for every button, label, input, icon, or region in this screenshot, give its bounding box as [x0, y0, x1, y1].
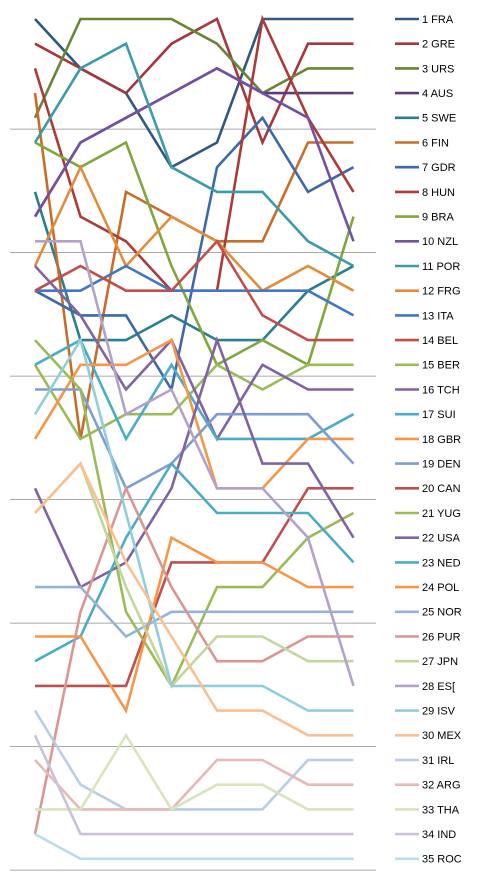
- series-line-20-can: [35, 486, 354, 688]
- series-line-32-arg: [34, 758, 354, 811]
- series-line-17-sui: [34, 338, 355, 442]
- series-line-34-ind: [33, 734, 354, 836]
- series-line-27-jpn: [34, 461, 354, 689]
- legend-label-28-es: 28 ES[: [422, 681, 455, 693]
- legend-label-5-swe: 5 SWE: [422, 113, 456, 125]
- legend-label-32-arg: 32 ARG: [422, 780, 461, 792]
- legend-label-15-ber: 15 BER: [422, 360, 460, 372]
- series-line-21-yug: [34, 339, 355, 689]
- legend-label-10-nzl: 10 NZL: [422, 236, 458, 248]
- series-line-29-isv: [33, 336, 354, 712]
- series-line-25-nor: [35, 585, 354, 639]
- legend-label-11-por: 11 POR: [422, 261, 460, 273]
- legend-label-24-pol: 24 POL: [422, 582, 459, 594]
- series-line-26-pur: [33, 484, 354, 835]
- legend-label-3-urs: 3 URS: [422, 63, 454, 75]
- legend-label-25-nor: 25 NOR: [422, 607, 462, 619]
- series-line-10-nzl: [33, 66, 355, 242]
- legend-label-29-isv: 29 ISV: [422, 706, 456, 718]
- legend-label-2-gre: 2 GRE: [422, 39, 455, 51]
- series-line-30-mex: [34, 461, 354, 737]
- series-line-13-ita: [35, 264, 355, 317]
- series-line-22-usa: [33, 336, 355, 589]
- series-line-12-frg: [33, 164, 355, 293]
- series-lines: [33, 14, 355, 861]
- legend-label-23-ned: 23 NED: [422, 557, 461, 569]
- series-line-11-por: [33, 41, 355, 268]
- legend-label-13-ita: 13 ITA: [422, 310, 454, 322]
- legend-label-19-den: 19 DEN: [422, 459, 461, 471]
- legend-label-22-usa: 22 USA: [422, 533, 461, 545]
- legend: 1 FRA 2 GRE 3 URS 4 AUS 5 SWE 6 FIN 7 GDR 8 HUN…: [395, 14, 462, 866]
- legend-label-34-ind: 34 IND: [422, 829, 456, 841]
- legend-label-6-fin: 6 FIN: [422, 137, 449, 149]
- series-line-24-pol: [35, 535, 354, 714]
- legend-label-21-yug: 21 YUG: [422, 508, 461, 520]
- legend-label-20-can: 20 CAN: [422, 483, 461, 495]
- legend-label-27-jpn: 27 JPN: [422, 656, 458, 668]
- legend-label-8-hun: 8 HUN: [422, 187, 455, 199]
- series-line-5-swe: [33, 191, 355, 342]
- series-line-31-irl: [33, 709, 354, 811]
- legend-label-12-frg: 12 FRG: [422, 286, 461, 298]
- legend-label-18-gbr: 18 GBR: [422, 434, 461, 446]
- legend-label-1-fra: 1 FRA: [422, 14, 454, 26]
- series-line-9-bra: [34, 140, 355, 367]
- legend-label-4-aus: 4 AUS: [422, 88, 453, 100]
- series-line-28-es: [35, 240, 355, 687]
- series-line-35-roc: [34, 832, 354, 861]
- legend-label-16-tch: 16 TCH: [422, 384, 460, 396]
- legend-label-17-sui: 17 SUI: [422, 409, 456, 421]
- legend-label-35-roc: 35 ROC: [422, 854, 462, 866]
- legend-label-30-mex: 30 MEX: [422, 730, 462, 742]
- series-line-7-gdr: [34, 115, 355, 393]
- legend-label-9-bra: 9 BRA: [422, 212, 454, 224]
- legend-label-33-tha: 33 THA: [422, 804, 460, 816]
- legend-label-14-bel: 14 BEL: [422, 335, 458, 347]
- series-line-33-tha: [35, 732, 354, 812]
- legend-label-31-irl: 31 IRL: [422, 755, 454, 767]
- legend-label-26-pur: 26 PUR: [422, 631, 461, 643]
- series-line-16-tch: [34, 265, 354, 442]
- series-line-3-urs: [33, 17, 354, 119]
- series-line-23-ned: [34, 461, 355, 663]
- legend-label-7-gdr: 7 GDR: [422, 162, 456, 174]
